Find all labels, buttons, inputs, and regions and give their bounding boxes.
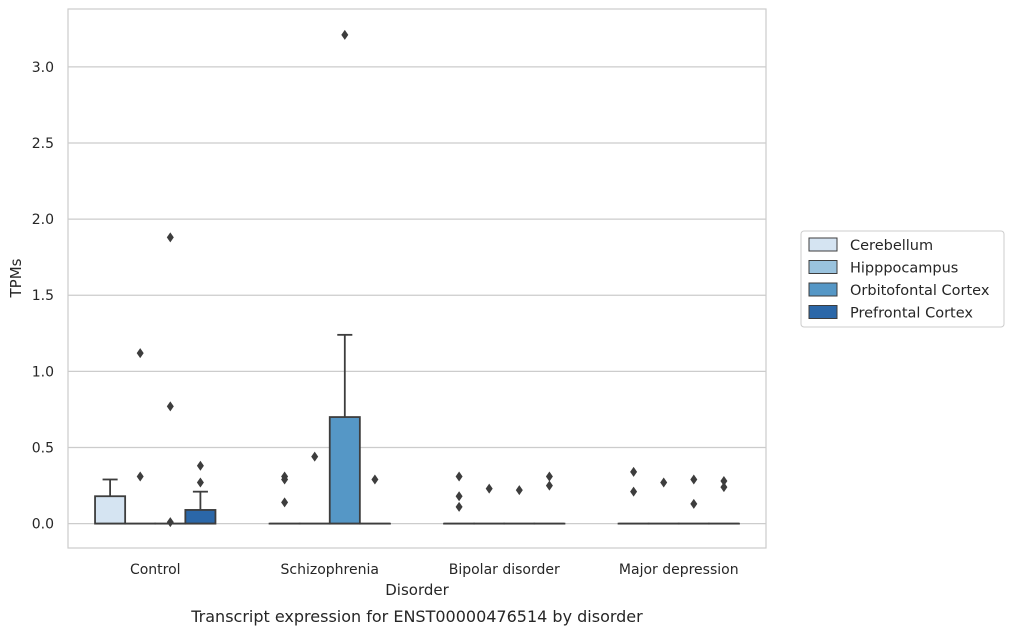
y-tick-label: 1.5: [32, 288, 54, 304]
box-group: [443, 471, 476, 525]
box-group: [184, 460, 217, 525]
x-tick-labels: Control Schizophrenia Bipolar disorder Majo…: [130, 562, 739, 578]
box-group: [268, 471, 301, 525]
box-group: [473, 483, 506, 525]
box-layer: [94, 29, 740, 528]
outlier-point: [281, 474, 289, 485]
outlier-point: [281, 497, 289, 508]
legend-swatch: [808, 237, 838, 252]
outlier-point: [630, 466, 638, 477]
box-group: [358, 474, 391, 525]
x-tick-label: Bipolar disorder: [449, 562, 560, 578]
y-tick-label: 3.0: [32, 60, 54, 76]
x-tick-label: Control: [130, 562, 181, 578]
outlier-point: [166, 232, 174, 243]
box-group: [94, 478, 127, 525]
plot-area-frame: [67, 8, 767, 549]
y-tick-label: 2.0: [32, 212, 54, 228]
outlier-point: [455, 471, 463, 482]
legend-swatch: [808, 282, 838, 297]
legend-swatch: [808, 260, 838, 274]
legend-label: Orbitofontal Cortex: [850, 283, 990, 299]
chart-caption: Transcript expression for ENST0000047651…: [190, 607, 643, 626]
outlier-point: [166, 517, 174, 528]
box-group: [707, 476, 740, 525]
outlier-point: [455, 501, 463, 512]
outlier-point: [545, 480, 553, 491]
outlier-point: [341, 29, 349, 40]
box-group: [677, 474, 710, 525]
legend-label: Cerebellum: [850, 238, 933, 254]
outlier-point: [166, 401, 174, 412]
y-tick-label: 2.5: [32, 136, 54, 152]
y-tick-label: 1.0: [32, 364, 54, 380]
box-group: [647, 477, 680, 525]
outlier-point: [660, 477, 668, 488]
outlier-point: [720, 476, 728, 487]
outlier-point: [485, 483, 493, 494]
x-tick-label: Schizophrenia: [281, 562, 379, 578]
outlier-point: [455, 491, 463, 502]
y-tick-label: 0.5: [32, 441, 54, 457]
box-body: [184, 509, 217, 525]
legend: Cerebellum Hipppocampus Orbitofontal Corte…: [800, 230, 1005, 328]
box-body: [94, 495, 127, 525]
outlier-point: [720, 482, 728, 493]
box-body: [328, 416, 361, 525]
box-group: [533, 471, 566, 525]
outlier-point: [690, 498, 698, 509]
box-group: [617, 466, 650, 525]
box-group: [328, 29, 361, 525]
grid-lines: [68, 66, 766, 525]
outlier-point: [196, 477, 204, 488]
box-group: [124, 348, 157, 525]
outlier-point: [196, 460, 204, 471]
box-group: [298, 451, 331, 525]
y-tick-label: 0.0: [32, 517, 54, 533]
y-axis-label: TPMs: [7, 258, 25, 298]
outlier-point: [311, 451, 319, 462]
y-tick-labels: 0.0 0.5 1.0 1.5 2.0 2.5 3.0: [32, 60, 54, 533]
box-group: [503, 485, 536, 525]
legend-frame: [800, 230, 1005, 328]
outlier-point: [515, 485, 523, 496]
legend-label: Prefrontal Cortex: [850, 306, 973, 322]
x-tick-label: Major depression: [619, 562, 739, 578]
outlier-point: [136, 348, 144, 359]
outlier-point: [630, 486, 638, 497]
outlier-point: [545, 471, 553, 482]
outlier-point: [371, 474, 379, 485]
outlier-point: [136, 471, 144, 482]
legend-label: Hipppocampus: [850, 261, 958, 277]
outlier-point: [690, 474, 698, 485]
box-group: [154, 232, 187, 528]
x-axis-label: Disorder: [385, 581, 449, 599]
legend-swatch: [808, 305, 838, 319]
